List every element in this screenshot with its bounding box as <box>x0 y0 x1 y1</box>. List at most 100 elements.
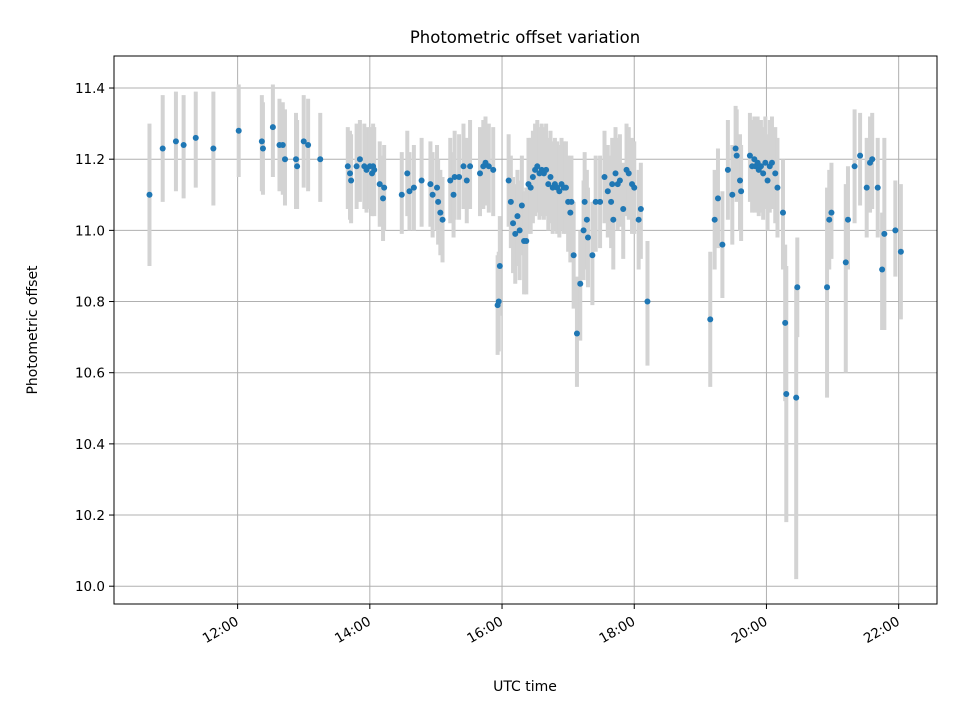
data-point <box>620 206 627 213</box>
data-point <box>543 166 550 173</box>
data-point <box>293 156 300 163</box>
data-point <box>460 163 467 170</box>
data-point <box>609 181 616 188</box>
data-point <box>714 195 721 202</box>
y-tick-label: 11.0 <box>75 223 105 239</box>
data-point <box>732 145 739 152</box>
data-point <box>490 166 497 173</box>
data-point <box>592 198 599 205</box>
data-point <box>556 188 563 195</box>
data-point <box>764 177 771 184</box>
data-point <box>828 209 835 216</box>
data-point <box>568 198 575 205</box>
data-point <box>580 227 587 234</box>
data-point <box>439 216 446 223</box>
data-point <box>604 188 611 195</box>
data-point <box>192 134 199 141</box>
y-tick-label: 10.0 <box>75 579 105 595</box>
data-point <box>380 195 387 202</box>
data-point <box>269 124 276 131</box>
data-point <box>601 173 608 180</box>
data-point <box>485 163 492 170</box>
data-point <box>616 177 623 184</box>
data-point <box>371 166 378 173</box>
data-point <box>404 170 411 177</box>
data-point <box>180 141 187 148</box>
data-point <box>376 181 383 188</box>
data-point <box>583 216 590 223</box>
data-point <box>451 173 458 180</box>
data-point <box>711 216 718 223</box>
data-point <box>631 184 638 191</box>
data-point <box>281 156 288 163</box>
data-point <box>346 170 353 177</box>
data-point <box>496 262 503 269</box>
data-point <box>610 216 617 223</box>
plot-frame <box>113 55 938 605</box>
data-point <box>159 145 166 152</box>
data-point <box>476 170 483 177</box>
data-point <box>547 173 554 180</box>
data-point <box>467 163 474 170</box>
data-point <box>410 184 417 191</box>
data-point <box>418 177 425 184</box>
data-point <box>879 266 886 273</box>
y-tick-label: 11.4 <box>75 81 105 97</box>
data-point <box>353 163 360 170</box>
data-point <box>505 177 512 184</box>
data-point <box>235 127 242 134</box>
data-point <box>844 216 851 223</box>
data-point <box>434 184 441 191</box>
data-point <box>608 198 615 205</box>
data-point <box>429 191 436 198</box>
y-axis-label: Photometric offset <box>25 265 41 395</box>
data-point <box>644 298 651 305</box>
data-point <box>824 284 831 291</box>
data-point <box>518 202 525 209</box>
data-point <box>510 220 517 227</box>
data-point <box>625 170 632 177</box>
data-point <box>450 191 457 198</box>
data-point <box>512 230 519 237</box>
data-point <box>527 184 534 191</box>
y-tick-label: 10.4 <box>75 437 105 453</box>
y-axis-ticks: 10.0 10.2 10.4 10.6 10.8 11.0 11.2 11.4 <box>75 81 114 595</box>
data-point <box>869 156 876 163</box>
data-point <box>381 184 388 191</box>
y-tick-label: 10.2 <box>75 508 105 524</box>
data-point <box>514 213 521 220</box>
data-point <box>567 209 574 216</box>
data-point <box>534 163 541 170</box>
y-tick-label: 11.2 <box>75 152 105 168</box>
data-point <box>529 173 536 180</box>
data-point <box>779 209 786 216</box>
data-point <box>294 163 301 170</box>
data-point <box>597 198 604 205</box>
data-point <box>768 159 775 166</box>
data-point <box>584 234 591 241</box>
data-point <box>259 145 266 152</box>
data-point <box>589 252 596 259</box>
data-point <box>463 177 470 184</box>
data-point <box>842 259 849 266</box>
data-point <box>344 163 351 170</box>
data-point <box>570 252 577 259</box>
data-point <box>507 198 514 205</box>
data-point <box>737 177 744 184</box>
data-point <box>577 280 584 287</box>
data-point <box>447 177 454 184</box>
data-point <box>762 159 769 166</box>
data-point <box>427 181 434 188</box>
data-point <box>300 138 307 145</box>
data-point <box>881 230 888 237</box>
data-point <box>857 152 864 159</box>
chart-title: Photometric offset variation <box>410 28 640 47</box>
data-point <box>348 177 355 184</box>
data-point <box>279 141 286 148</box>
data-point <box>516 227 523 234</box>
y-tick-label: 10.8 <box>75 295 105 311</box>
data-point <box>495 298 502 305</box>
data-point <box>897 248 904 255</box>
